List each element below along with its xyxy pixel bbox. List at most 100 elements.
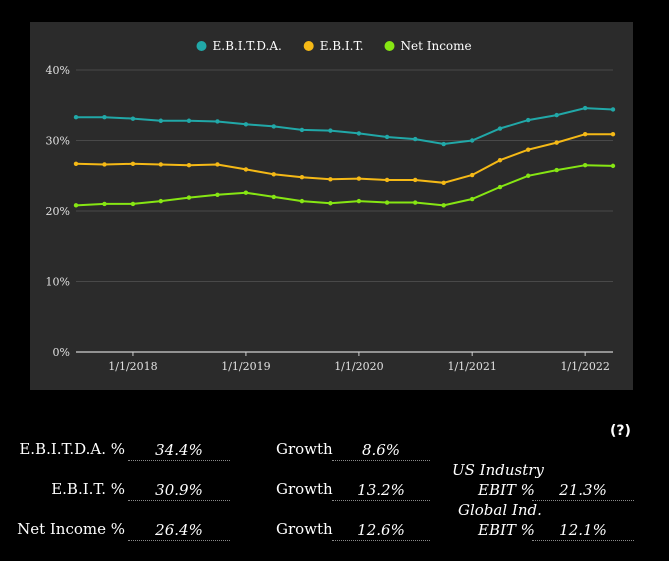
data-point-net-income xyxy=(215,192,220,197)
data-point-e-b-i-t-d-a xyxy=(271,124,276,129)
data-point-e-b-i-t xyxy=(215,162,220,167)
data-point-e-b-i-t xyxy=(328,177,333,182)
data-point-e-b-i-t-d-a xyxy=(243,122,249,127)
data-point-net-income xyxy=(102,201,107,207)
net-income-pct-label: Net Income % xyxy=(17,520,125,538)
legend-marker-net-income xyxy=(384,41,395,51)
us-industry-ebit-value: 21.3% xyxy=(532,480,634,501)
data-point-e-b-i-t xyxy=(413,177,418,183)
data-point-e-b-i-t xyxy=(525,147,531,152)
data-point-net-income xyxy=(328,201,333,206)
global-industry-label: Global Ind. xyxy=(458,501,542,519)
y-tick-label: 40% xyxy=(46,64,70,77)
data-point-e-b-i-t xyxy=(102,162,107,167)
data-point-e-b-i-t xyxy=(73,161,79,166)
data-point-e-b-i-t-d-a xyxy=(413,136,418,142)
legend-label-e-b-i-t-d-a: E.B.I.T.D.A. xyxy=(213,39,282,53)
data-point-net-income xyxy=(186,195,192,200)
data-point-e-b-i-t-d-a xyxy=(299,127,305,133)
ebitda-pct-value: 34.4% xyxy=(128,440,230,461)
x-tick-label: 1/1/2019 xyxy=(221,360,270,373)
x-tick-label: 1/1/2018 xyxy=(108,360,157,373)
data-point-net-income xyxy=(413,200,418,205)
net-income-growth-label: Growth xyxy=(276,520,333,538)
data-point-e-b-i-t-d-a xyxy=(554,112,559,118)
ebit-pct-label: E.B.I.T. % xyxy=(51,480,125,498)
data-point-e-b-i-t-d-a xyxy=(441,141,446,147)
legend-label-net-income: Net Income xyxy=(401,39,472,53)
data-point-e-b-i-t xyxy=(469,172,475,178)
data-point-net-income xyxy=(497,184,503,190)
data-point-e-b-i-t-d-a xyxy=(469,138,475,143)
ebit-growth-value: 13.2% xyxy=(332,480,430,501)
x-tick-label: 1/1/2020 xyxy=(334,360,383,373)
data-point-e-b-i-t xyxy=(554,140,559,145)
legend-marker-e-b-i-t-d-a xyxy=(196,41,207,51)
net-income-growth-value: 12.6% xyxy=(332,520,430,541)
data-point-net-income xyxy=(554,167,559,173)
data-point-e-b-i-t xyxy=(610,131,616,137)
data-point-net-income xyxy=(525,173,531,178)
y-tick-label: 20% xyxy=(46,205,70,218)
data-point-net-income xyxy=(158,198,164,204)
help-link[interactable]: (?) xyxy=(610,423,631,439)
data-point-e-b-i-t-d-a xyxy=(186,118,192,123)
ebitda-pct-label: E.B.I.T.D.A. % xyxy=(19,440,125,458)
data-point-e-b-i-t-d-a xyxy=(582,105,588,111)
data-point-net-income xyxy=(384,200,390,205)
series-line-net-income xyxy=(75,164,614,207)
x-tick-label: 1/1/2021 xyxy=(447,360,496,373)
data-point-e-b-i-t xyxy=(299,174,305,180)
data-point-e-b-i-t-d-a xyxy=(102,115,107,120)
data-point-net-income xyxy=(73,203,79,208)
series-line-e-b-i-t xyxy=(75,133,613,184)
x-tick-label: 1/1/2022 xyxy=(560,360,609,373)
data-point-net-income xyxy=(610,163,616,169)
data-point-e-b-i-t xyxy=(356,176,362,181)
data-point-e-b-i-t-d-a xyxy=(215,119,220,124)
series-line-e-b-i-t-d-a xyxy=(76,107,614,146)
data-point-e-b-i-t-d-a xyxy=(610,107,616,112)
data-point-e-b-i-t xyxy=(243,167,249,172)
ebit-growth-label: Growth xyxy=(276,480,333,498)
us-industry-label: US Industry xyxy=(452,461,544,479)
data-point-net-income xyxy=(582,162,588,168)
legend-marker-e-b-i-t xyxy=(303,41,314,51)
legend-label-e-b-i-t: E.B.I.T. xyxy=(320,39,364,53)
y-tick-label: 30% xyxy=(46,135,70,148)
y-tick-label: 10% xyxy=(46,276,70,289)
data-point-e-b-i-t xyxy=(441,180,446,185)
us-industry-ebit-label: EBIT % xyxy=(478,481,535,499)
data-point-net-income xyxy=(271,194,276,200)
data-point-e-b-i-t-d-a xyxy=(130,116,136,121)
line-chart: 0% 10% 20% 30% 40% 1/1/2018 1/1/2019 1/1/2020 1/… xyxy=(46,39,616,373)
data-point-e-b-i-t xyxy=(271,172,276,177)
global-industry-ebit-value: 12.1% xyxy=(532,520,634,541)
data-point-e-b-i-t-d-a xyxy=(384,134,390,140)
data-point-e-b-i-t-d-a xyxy=(158,118,164,123)
net-income-pct-value: 26.4% xyxy=(128,520,230,541)
ebit-pct-value: 30.9% xyxy=(128,480,230,501)
data-point-net-income xyxy=(299,198,305,204)
data-point-e-b-i-t xyxy=(186,162,192,168)
global-industry-ebit-label: EBIT % xyxy=(478,521,535,539)
data-point-e-b-i-t-d-a xyxy=(73,115,79,120)
y-tick-label: 0% xyxy=(53,346,70,359)
ebitda-growth-value: 8.6% xyxy=(332,440,430,461)
data-point-e-b-i-t-d-a xyxy=(525,117,531,123)
data-point-net-income xyxy=(441,203,446,208)
data-point-e-b-i-t xyxy=(130,161,136,166)
data-point-e-b-i-t xyxy=(384,177,390,183)
chart-panel: 0% 10% 20% 30% 40% 1/1/2018 1/1/2019 1/1/2020 1/… xyxy=(30,22,633,390)
data-point-e-b-i-t-d-a xyxy=(497,126,503,131)
data-point-e-b-i-t xyxy=(582,131,588,137)
data-point-net-income xyxy=(356,198,362,204)
data-point-net-income xyxy=(130,201,136,207)
ebitda-growth-label: Growth xyxy=(276,440,333,458)
data-point-e-b-i-t xyxy=(497,158,503,163)
data-point-e-b-i-t-d-a xyxy=(356,131,362,136)
data-point-net-income xyxy=(469,196,475,202)
data-point-net-income xyxy=(243,190,249,195)
data-point-e-b-i-t-d-a xyxy=(328,128,333,133)
data-point-e-b-i-t xyxy=(158,162,164,167)
